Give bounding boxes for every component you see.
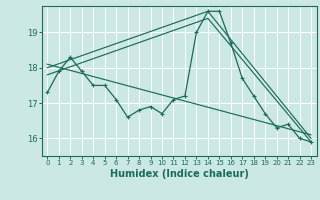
- X-axis label: Humidex (Indice chaleur): Humidex (Indice chaleur): [110, 169, 249, 179]
